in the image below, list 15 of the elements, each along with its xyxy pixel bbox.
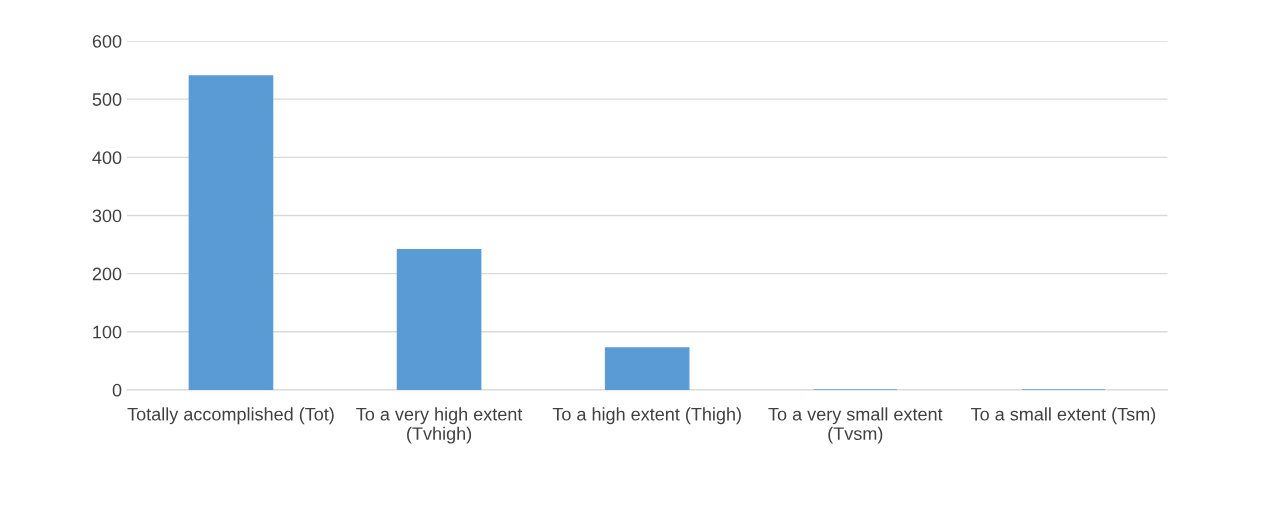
x-tick-label: To a high extent (Thigh): [552, 407, 741, 425]
bar: [396, 249, 482, 390]
x-tick-label: To a small extent (Tsm): [971, 407, 1156, 425]
y-tick-label: 600: [92, 34, 122, 48]
y-tick-label: 400: [92, 151, 122, 165]
y-tick-label: 0: [112, 383, 122, 397]
y-tick-label: 500: [92, 93, 122, 106]
x-tick-label: Totally accomplished (Tot): [127, 407, 334, 425]
x-tick-label: To a very small extent (Tvsm): [768, 407, 943, 444]
y-tick-label: 200: [92, 267, 122, 281]
y-tick-label: 100: [93, 325, 122, 339]
bar: [188, 75, 274, 390]
bar: [604, 347, 690, 390]
x-tick-label: To a very high extent (Tvhigh): [356, 407, 523, 444]
y-tick-label: 300: [92, 209, 122, 223]
